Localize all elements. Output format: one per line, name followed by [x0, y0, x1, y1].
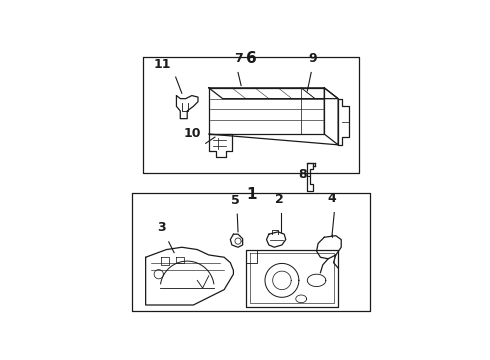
Text: 6: 6: [246, 51, 256, 66]
Text: 8: 8: [299, 168, 307, 181]
Text: 1: 1: [246, 187, 256, 202]
Text: 2: 2: [275, 193, 284, 206]
Text: 7: 7: [234, 52, 243, 65]
Text: 3: 3: [157, 221, 165, 234]
Text: 11: 11: [154, 58, 172, 71]
Text: 4: 4: [328, 192, 336, 205]
Text: 9: 9: [308, 52, 317, 65]
Text: 10: 10: [183, 127, 200, 140]
Text: 5: 5: [231, 194, 239, 207]
